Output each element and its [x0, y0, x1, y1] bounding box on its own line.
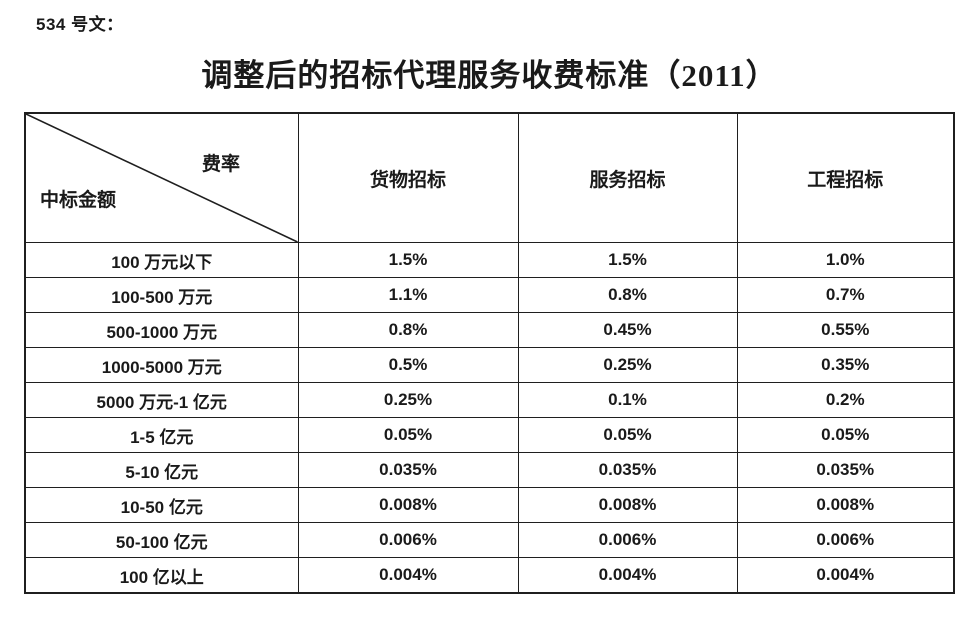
engineering-rate-cell: 0.006% [736, 522, 955, 558]
fee-rate-table: 费率 中标金额 货物招标 服务招标 工程招标 100 万元以下 1.5% 1.5… [24, 112, 955, 594]
table-header-row: 费率 中标金额 货物招标 服务招标 工程招标 [24, 112, 955, 243]
amount-range-cell: 100 万元以下 [24, 242, 299, 278]
amount-range-cell: 100 亿以上 [24, 557, 299, 594]
engineering-rate-cell: 0.7% [736, 277, 955, 313]
engineering-rate-cell: 0.2% [736, 382, 955, 418]
service-rate-cell: 0.8% [517, 277, 738, 313]
column-header-goods-bidding: 货物招标 [297, 112, 519, 243]
corner-label-bid-amount: 中标金额 [40, 190, 117, 211]
amount-range-cell: 10-50 亿元 [24, 487, 299, 523]
amount-range-cell: 1000-5000 万元 [24, 347, 299, 383]
engineering-rate-cell: 0.008% [736, 487, 955, 523]
amount-range-cell: 50-100 亿元 [24, 522, 299, 558]
engineering-rate-cell: 0.004% [736, 557, 955, 594]
service-rate-cell: 0.05% [517, 417, 738, 453]
table-row: 5000 万元-1 亿元 0.25% 0.1% 0.2% [24, 382, 955, 418]
service-rate-cell: 0.035% [517, 452, 738, 488]
corner-header-cell: 费率 中标金额 [24, 112, 299, 243]
service-rate-cell: 0.25% [517, 347, 738, 383]
table-body: 100 万元以下 1.5% 1.5% 1.0% 100-500 万元 1.1% … [24, 242, 955, 594]
table-row: 1000-5000 万元 0.5% 0.25% 0.35% [24, 347, 955, 383]
service-rate-cell: 0.004% [517, 557, 738, 594]
table-row: 100-500 万元 1.1% 0.8% 0.7% [24, 277, 955, 313]
goods-rate-cell: 0.006% [297, 522, 519, 558]
diagonal-divider-line [26, 114, 298, 242]
table-row: 100 亿以上 0.004% 0.004% 0.004% [24, 557, 955, 594]
service-rate-cell: 0.008% [517, 487, 738, 523]
corner-label-fee-rate: 费率 [202, 154, 241, 175]
goods-rate-cell: 1.5% [297, 242, 519, 278]
table-row: 50-100 亿元 0.006% 0.006% 0.006% [24, 522, 955, 558]
engineering-rate-cell: 0.35% [736, 347, 955, 383]
goods-rate-cell: 0.008% [297, 487, 519, 523]
goods-rate-cell: 0.035% [297, 452, 519, 488]
amount-range-cell: 100-500 万元 [24, 277, 299, 313]
table-row: 100 万元以下 1.5% 1.5% 1.0% [24, 242, 955, 278]
goods-rate-cell: 0.25% [297, 382, 519, 418]
service-rate-cell: 0.1% [517, 382, 738, 418]
goods-rate-cell: 0.5% [297, 347, 519, 383]
engineering-rate-cell: 0.035% [736, 452, 955, 488]
table-row: 10-50 亿元 0.008% 0.008% 0.008% [24, 487, 955, 523]
column-header-service-bidding: 服务招标 [517, 112, 738, 243]
service-rate-cell: 1.5% [517, 242, 738, 278]
goods-rate-cell: 0.8% [297, 312, 519, 348]
engineering-rate-cell: 0.55% [736, 312, 955, 348]
service-rate-cell: 0.006% [517, 522, 738, 558]
engineering-rate-cell: 1.0% [736, 242, 955, 278]
goods-rate-cell: 1.1% [297, 277, 519, 313]
table-row: 500-1000 万元 0.8% 0.45% 0.55% [24, 312, 955, 348]
amount-range-cell: 5000 万元-1 亿元 [24, 382, 299, 418]
column-header-engineering-bidding: 工程招标 [736, 112, 955, 243]
table-row: 1-5 亿元 0.05% 0.05% 0.05% [24, 417, 955, 453]
goods-rate-cell: 0.05% [297, 417, 519, 453]
goods-rate-cell: 0.004% [297, 557, 519, 594]
service-rate-cell: 0.45% [517, 312, 738, 348]
amount-range-cell: 5-10 亿元 [24, 452, 299, 488]
amount-range-cell: 1-5 亿元 [24, 417, 299, 453]
engineering-rate-cell: 0.05% [736, 417, 955, 453]
amount-range-cell: 500-1000 万元 [24, 312, 299, 348]
page-title: 调整后的招标代理服务收费标准（2011） [201, 58, 778, 93]
doc-ref-label: 534 号文： [36, 15, 124, 34]
table-row: 5-10 亿元 0.035% 0.035% 0.035% [24, 452, 955, 488]
